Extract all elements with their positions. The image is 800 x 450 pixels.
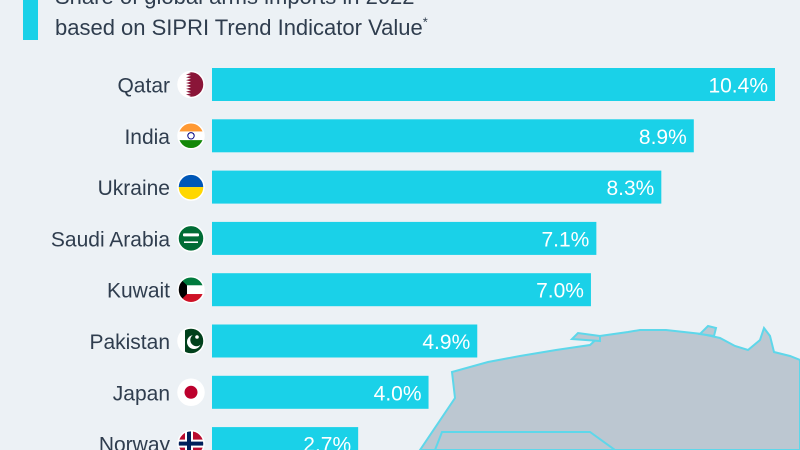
qatar-flag-icon (177, 70, 205, 99)
category-label: Qatar (117, 75, 170, 98)
category-label: Kuwait (107, 280, 170, 303)
title-accent-bar (23, 0, 38, 40)
bar (212, 273, 591, 307)
category-label: Japan (113, 382, 170, 405)
bar-value-label: 8.9% (639, 126, 687, 149)
bar-value-label: 4.0% (374, 382, 422, 405)
chart-subtitle-line-2: based on SIPRI Trend Indicator Value* (55, 15, 428, 41)
japan-flag-icon (177, 378, 205, 407)
pakistan-flag-icon (177, 327, 205, 355)
bar-value-label: 7.0% (536, 280, 584, 303)
kuwait-flag-icon (177, 275, 205, 304)
bar (212, 324, 478, 358)
bar (212, 221, 597, 255)
bar-value-label: 10.4% (708, 75, 768, 98)
category-label: Norway (99, 434, 171, 450)
bar (212, 68, 775, 101)
chart-subtitle-line-1: Share of global arms imports in 2022 (55, 0, 415, 10)
subtitle-text: based on SIPRI Trend Indicator Value (55, 15, 423, 40)
bar-row: 2.7% Norway (99, 427, 359, 450)
bar-row: 7.1% Saudi Arabia (51, 221, 597, 255)
india-flag-icon (177, 122, 205, 150)
footnote-marker: * (422, 14, 428, 30)
bar-row: 4.0% Japan (113, 375, 429, 409)
bar-row: 10.4% Qatar (117, 68, 775, 101)
bar-value-label: 4.9% (422, 331, 470, 354)
norway-flag-icon (177, 429, 205, 450)
chart-plot-area: 10.4% Qatar 8.9% India 8.3% Ukraine 7.1% Saudi … (51, 68, 775, 450)
saudi-arabia-flag-icon (177, 224, 205, 253)
tank-silhouette-icon (418, 324, 800, 450)
bar-value-label: 7.1% (541, 228, 589, 251)
bar-row: 8.3% Ukraine (98, 170, 662, 204)
bar-value-label: 8.3% (606, 177, 654, 200)
ukraine-flag-icon (177, 173, 205, 201)
bar-value-label: 2.7% (303, 434, 351, 450)
category-label: Pakistan (89, 331, 170, 354)
bar-row: 4.9% Pakistan (89, 324, 478, 358)
category-label: Ukraine (98, 177, 170, 200)
bar (212, 170, 662, 204)
bar-row: 7.0% Kuwait (107, 273, 591, 307)
bar-row: 8.9% India (124, 119, 694, 153)
category-label: India (124, 126, 170, 149)
bar (212, 375, 429, 409)
bar (212, 427, 359, 450)
bar (212, 119, 694, 153)
category-label: Saudi Arabia (51, 228, 170, 251)
